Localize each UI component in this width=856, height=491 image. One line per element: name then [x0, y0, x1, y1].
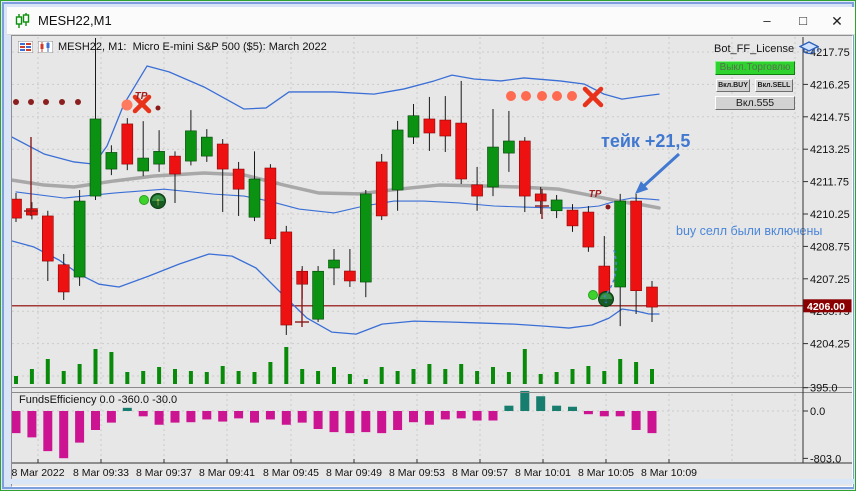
svg-text:8 Mar 09:33: 8 Mar 09:33: [73, 467, 129, 479]
svg-text:4204.25: 4204.25: [810, 339, 850, 351]
signal-markers: TP TP ↑ ↓: [13, 86, 617, 327]
annotations: тейк +21,5 buy селл были включены: [601, 131, 822, 238]
quotes-list-icon: [18, 41, 33, 53]
signal-dot-small: [155, 105, 161, 111]
svg-text:8 Mar 10:05: 8 Mar 10:05: [578, 467, 634, 479]
svg-text:4214.75: 4214.75: [810, 112, 850, 124]
signal-dot: [567, 91, 577, 101]
svg-text:8 Mar 09:41: 8 Mar 09:41: [199, 467, 255, 479]
svg-text:4217.75: 4217.75: [810, 47, 850, 59]
svg-text:0.0: 0.0: [810, 406, 825, 418]
take-profit-arrow: [639, 152, 681, 190]
chart-header: MESH22, M1: Micro E-mini S&P 500 ($5): M…: [18, 41, 327, 53]
svg-text:↑: ↑: [155, 196, 161, 208]
svg-text:4206.00: 4206.00: [807, 301, 845, 313]
buy-toggle-button[interactable]: Вкл.BUY: [716, 79, 750, 92]
signal-dot-large: [121, 99, 133, 111]
svg-text:8 Mar 10:09: 8 Mar 10:09: [641, 467, 697, 479]
entry-signal-dot: [139, 195, 149, 205]
candles: [12, 37, 658, 335]
svg-text:TP: TP: [589, 189, 602, 200]
svg-text:8 Mar 09:49: 8 Mar 09:49: [326, 467, 382, 479]
signal-dot: [537, 91, 547, 101]
signal-dot: [43, 99, 49, 105]
signal-dot: [13, 99, 19, 105]
license-label: Bot_FF_License: [714, 42, 795, 55]
chart-symbol-title: MESH22, M1: Micro E-mini S&P 500 ($5): M…: [58, 41, 327, 53]
svg-text:8 Mar 2022: 8 Mar 2022: [12, 467, 65, 479]
sell-toggle-button[interactable]: Вкл.SELL: [755, 79, 793, 92]
mode-555-button[interactable]: Вкл.555: [715, 96, 795, 110]
svg-text:тейк +21,5: тейк +21,5: [601, 131, 690, 151]
svg-text:TP: TP: [135, 91, 148, 102]
signal-dot: [506, 91, 516, 101]
svg-text:8 Mar 10:01: 8 Mar 10:01: [515, 467, 571, 479]
svg-text:4208.75: 4208.75: [810, 241, 850, 253]
signal-dot: [28, 99, 34, 105]
svg-text:395.0: 395.0: [810, 383, 838, 395]
close-button[interactable]: ✕: [831, 13, 843, 29]
svg-text:4210.25: 4210.25: [810, 209, 850, 221]
chart-window: TP TP ↑ ↓ тейк +21,5 buy селл были включены 42…: [11, 35, 853, 487]
minimize-button[interactable]: –: [763, 13, 771, 28]
title-bar: MESH22,M1 – □ ✕: [7, 7, 855, 35]
signal-dot: [75, 99, 81, 105]
signal-dot: [521, 91, 531, 101]
svg-text:4213.25: 4213.25: [810, 144, 850, 156]
trade-toggle-button[interactable]: Выкл.Торговлю: [715, 61, 795, 75]
svg-text:4211.75: 4211.75: [810, 177, 849, 189]
svg-text:8 Mar 09:57: 8 Mar 09:57: [452, 467, 508, 479]
window-title: MESH22,M1: [38, 13, 112, 28]
current-price-badge: [803, 299, 852, 313]
svg-text:8 Mar 09:53: 8 Mar 09:53: [389, 467, 445, 479]
signal-dot: [59, 99, 65, 105]
app-candlestick-icon: [15, 12, 30, 28]
signal-dot-small: [605, 204, 611, 210]
hand-drawn-dashed-arc: [603, 249, 617, 298]
entry-signal-dot: [588, 290, 598, 300]
volume-bars: [14, 347, 654, 384]
overlay-lines: [12, 65, 661, 335]
chart-type-icon: [38, 41, 53, 53]
svg-text:FundsEfficiency 0.0 -360.0 -30: FundsEfficiency 0.0 -360.0 -30.0: [19, 394, 177, 406]
svg-text:4207.25: 4207.25: [810, 274, 850, 286]
svg-text:buy селл были включены: buy селл были включены: [676, 224, 822, 238]
indicator-histogram: [12, 390, 657, 459]
signal-dot: [552, 91, 562, 101]
svg-text:-803.0: -803.0: [810, 453, 841, 465]
svg-text:↓: ↓: [603, 294, 609, 306]
svg-text:4216.25: 4216.25: [810, 79, 850, 91]
license-badge: Bot_FF_License: [714, 41, 820, 56]
svg-text:8 Mar 09:45: 8 Mar 09:45: [263, 467, 319, 479]
axes: 4217.75 4216.25 4214.75 4213.25 4211.75 4210.…: [12, 37, 852, 479]
svg-text:8 Mar 09:37: 8 Mar 09:37: [136, 467, 192, 479]
window-bottom-frame: [7, 479, 855, 484]
graduation-cap-icon: [799, 41, 820, 55]
maximize-button[interactable]: □: [799, 13, 807, 28]
